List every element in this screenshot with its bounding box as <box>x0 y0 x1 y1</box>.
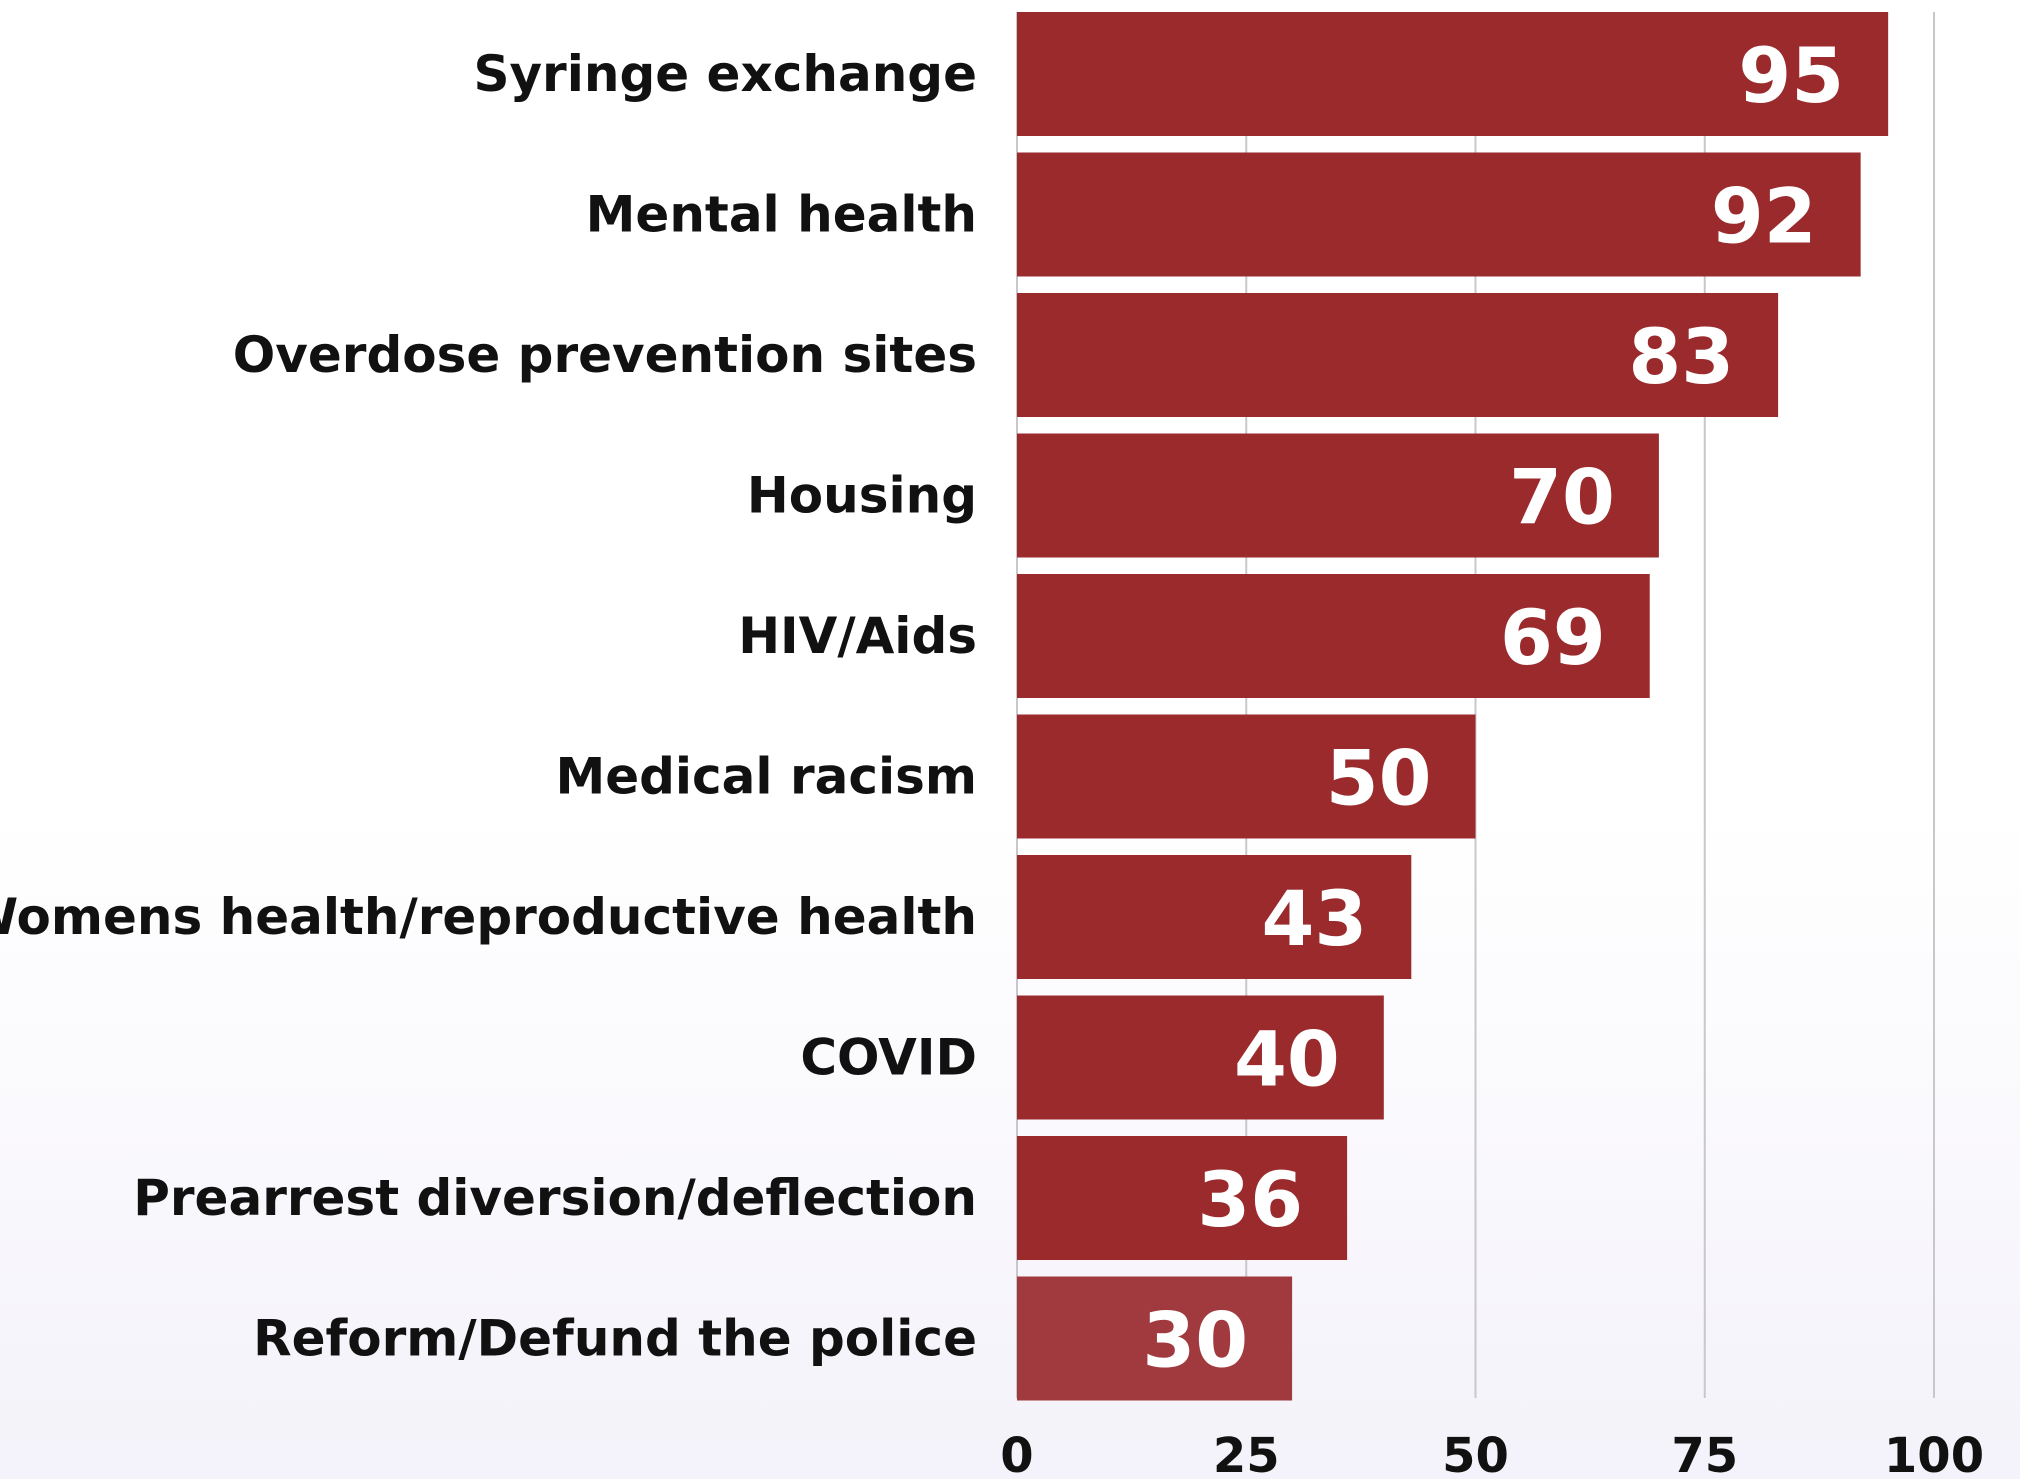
x-tick-label: 75 <box>1671 1428 1738 1479</box>
category-label: Syringe exchange <box>473 45 977 103</box>
bar <box>1017 293 1779 417</box>
x-tick-label: 0 <box>1000 1428 1033 1479</box>
value-label: 40 <box>1234 1015 1340 1104</box>
category-label: Womens health/reproductive health <box>0 888 977 946</box>
value-label: 50 <box>1326 734 1432 823</box>
bar <box>1017 12 1889 136</box>
value-label: 69 <box>1500 593 1606 682</box>
category-label: Housing <box>747 467 977 525</box>
bar <box>1017 995 1384 1120</box>
value-label: 36 <box>1197 1155 1303 1244</box>
value-label: 30 <box>1142 1296 1248 1385</box>
bar <box>1017 1276 1293 1401</box>
value-label: 83 <box>1628 312 1734 401</box>
bar <box>1017 433 1659 558</box>
category-label: Medical racism <box>555 748 977 806</box>
bar <box>1017 714 1476 839</box>
bar <box>1017 574 1650 698</box>
bars <box>1017 12 1889 1401</box>
category-label: Prearrest diversion/deflection <box>133 1169 977 1227</box>
value-label: 70 <box>1509 453 1615 542</box>
bar <box>1017 855 1412 979</box>
value-label: 92 <box>1711 172 1817 261</box>
value-label: 43 <box>1262 874 1368 963</box>
x-axis-ticks: 0 25 50 75 100 <box>1000 1428 1984 1479</box>
bar <box>1017 1136 1348 1260</box>
category-label: Overdose prevention sites <box>233 326 977 384</box>
x-tick-label: 25 <box>1213 1428 1280 1479</box>
category-label: COVID <box>800 1029 977 1087</box>
category-label: HIV/Aids <box>738 607 977 665</box>
category-labels: Syringe exchange Mental health Overdose pr… <box>0 45 977 1368</box>
value-label: 95 <box>1738 31 1844 120</box>
category-label: Reform/Defund the police <box>253 1310 977 1368</box>
bar <box>1017 152 1861 277</box>
x-tick-label: 100 <box>1884 1428 1984 1479</box>
x-tick-label: 50 <box>1442 1428 1509 1479</box>
category-label: Mental health <box>586 186 977 244</box>
